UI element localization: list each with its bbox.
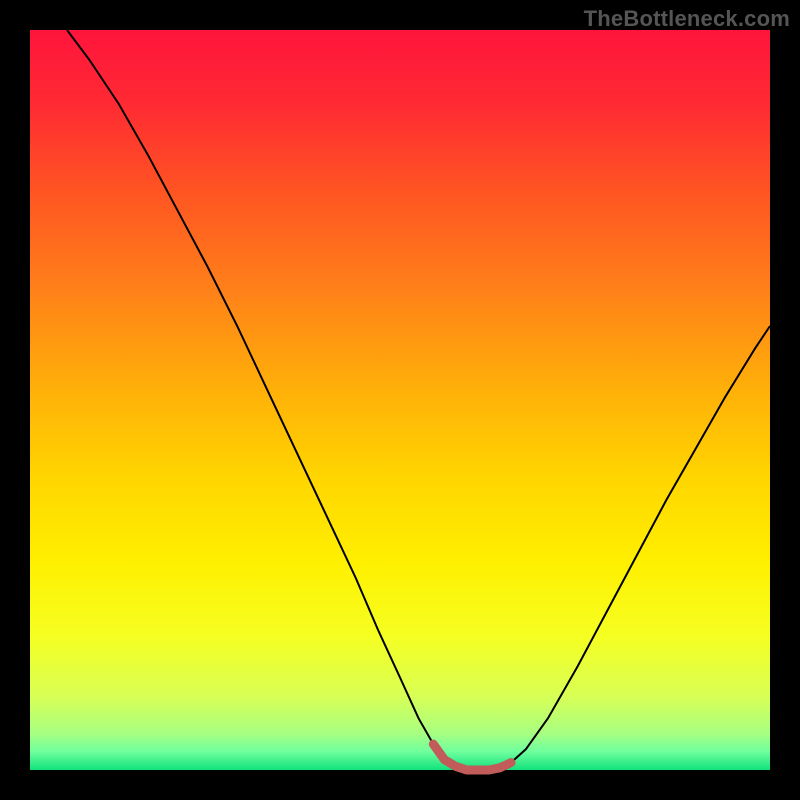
- bottleneck-chart: [0, 0, 800, 800]
- watermark-text: TheBottleneck.com: [584, 6, 790, 32]
- chart-container: TheBottleneck.com: [0, 0, 800, 800]
